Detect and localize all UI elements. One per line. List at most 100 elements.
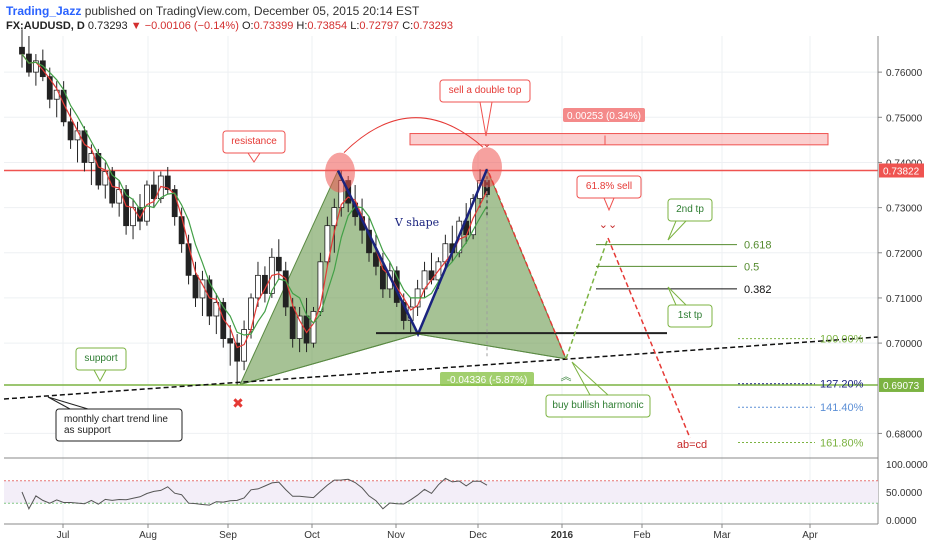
low-label: L: (350, 20, 360, 32)
candle-body (144, 184, 150, 222)
measure-label: -0.04336 (-5.87%) (447, 375, 528, 386)
sell-double-top-callout-text: sell a double top (449, 85, 522, 96)
candle-body (95, 153, 102, 186)
support-callout-box (75, 347, 127, 371)
candle (116, 180, 123, 217)
symbol-label: FX:AUDUSD, D (6, 20, 85, 32)
projection-down (607, 237, 691, 439)
tp2-callout: 2nd tp (667, 198, 713, 241)
support-price-tag (879, 377, 924, 392)
resistance-price-label: 0.73822 (883, 166, 920, 177)
y-tick-label: 0.71000 (886, 294, 923, 305)
candle (192, 261, 199, 307)
fib-0382-label: 0.382 (744, 284, 772, 296)
grid (4, 36, 878, 524)
high-value: 0.73854 (307, 20, 348, 32)
ma-slow-line (21, 53, 488, 336)
tp1-callout-box (667, 304, 713, 328)
rsi-tick-label: 50.0000 (886, 488, 923, 499)
y-tick-label: 0.73000 (886, 204, 923, 215)
candle (26, 36, 32, 77)
last-price: 0.73293 (87, 20, 128, 32)
tp1-callout: 1st tp (667, 286, 713, 328)
x-tick-label: Nov (387, 530, 405, 541)
sell-zone (409, 133, 829, 146)
trend-line (3, 336, 879, 400)
buy-harmonic-callout: buy bullish harmonic (545, 361, 651, 418)
candle (164, 166, 171, 195)
support-price-label: 0.69073 (883, 381, 920, 392)
candle-body (32, 60, 39, 73)
candle (102, 162, 109, 199)
candle-body (470, 198, 477, 236)
candle-body (317, 261, 324, 312)
chart-header: Trading_Jazz published on TradingView.co… (0, 0, 932, 34)
publish-info: Trading_Jazz published on TradingView.co… (6, 4, 419, 18)
drawings-front: ⌄ V shape ⌄⌄ ︽ -0.04336 (-5.87%) 0.618 0.5 0.38… (3, 79, 879, 451)
candle-body (255, 274, 261, 299)
tp1-callout-text: 1st tp (678, 310, 703, 321)
candle-body (178, 216, 185, 245)
candle (220, 297, 227, 348)
candle (296, 306, 303, 353)
support-callout: support (75, 347, 127, 383)
candle (331, 198, 338, 253)
harmonic-bd (417, 333, 567, 360)
candle-body (310, 311, 317, 344)
sell-double-top-callout: sell a double top (439, 79, 531, 137)
candle-body (123, 189, 130, 227)
fib-1618-label: 161.80% (820, 437, 864, 449)
y-tick-label: 0.76000 (886, 68, 923, 79)
sell-618-callout-box (576, 175, 642, 199)
ab-cd-label: ab=cd (677, 439, 707, 451)
fib-05-label: 0.5 (744, 261, 759, 273)
candle (373, 234, 379, 276)
x-tick-label: 2016 (551, 530, 574, 541)
rsi-tick-label: 0.0000 (886, 516, 917, 527)
ma-fast-line (21, 53, 488, 349)
candle (67, 108, 74, 149)
rsi-line (21, 477, 488, 510)
down-arrow-icon: ▼ (130, 20, 142, 32)
candle-body (213, 302, 220, 317)
candle (144, 180, 150, 226)
sell-618-callout-tail (603, 197, 615, 212)
candle (46, 67, 53, 109)
y-tick-label: 0.72000 (886, 249, 923, 260)
candle-body (282, 270, 289, 308)
rsi-pane: 100.0000 50.0000 0.0000 (4, 460, 928, 527)
x-tick-label: Apr (802, 530, 818, 541)
sell-double-top-callout-tail (479, 101, 493, 137)
candle-body (19, 46, 25, 55)
candle (227, 325, 234, 366)
candle (255, 261, 261, 307)
candle-body (227, 338, 234, 344)
x-mark-icon: ✖ (232, 395, 244, 411)
resistance-callout-text: resistance (231, 136, 277, 147)
candle-body (67, 121, 74, 141)
y-tick-label: 0.70000 (886, 339, 923, 350)
rsi-tick-label: 100.0000 (886, 460, 928, 471)
candle (130, 198, 136, 240)
candle (324, 216, 331, 267)
ohlc-legend: FX:AUDUSD, D 0.73293 ▼ −0.00106 (−0.14%)… (6, 20, 453, 32)
candle-body (331, 207, 338, 227)
candle-body (192, 274, 199, 299)
x-tick-label: Aug (139, 530, 157, 541)
fib-1414-label: 141.40% (820, 402, 864, 414)
sell-zone-label: 0.00253 (0.34%) (567, 111, 641, 122)
sell-618-callout-text: 61.8% sell (586, 181, 632, 192)
axes: 0.760000.750000.740000.730000.720000.710… (4, 36, 924, 541)
candle-body (324, 225, 331, 263)
support-callout-tail (93, 369, 107, 383)
open-label: O: (241, 20, 254, 32)
author-link[interactable]: Trading_Jazz (6, 4, 82, 18)
candle-body (296, 315, 303, 339)
candle-body (289, 306, 296, 339)
candle-body (46, 76, 53, 100)
measure-label-box (440, 372, 534, 386)
candle-body (373, 252, 379, 267)
projection-up (565, 237, 609, 360)
